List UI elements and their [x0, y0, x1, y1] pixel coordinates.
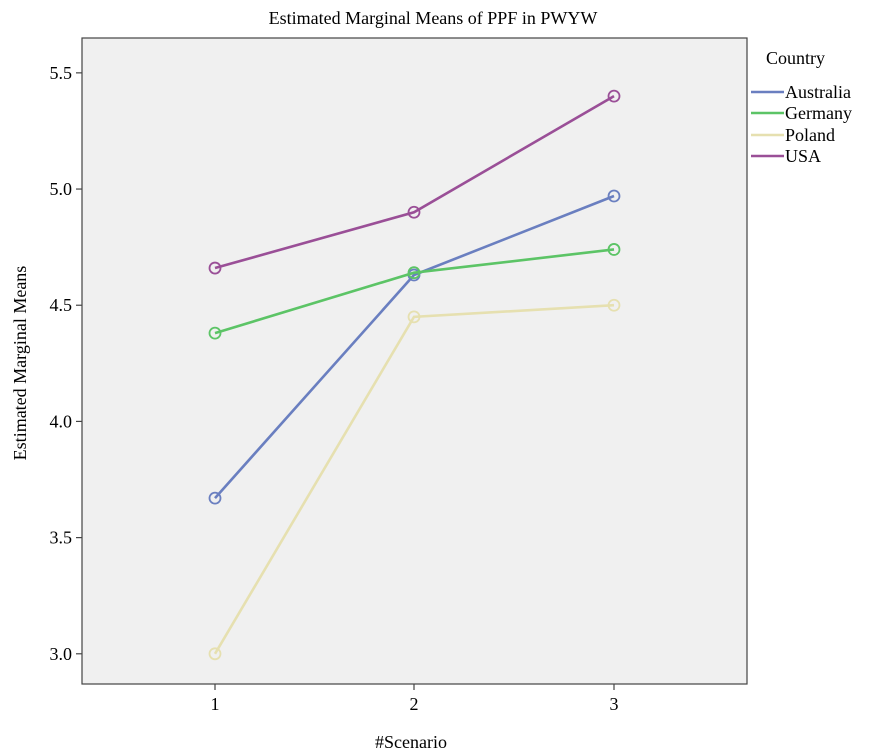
series-line-usa [214, 94, 615, 270]
y-axis: 3.0 3.5 4.0 4.5 5.0 5.5 [50, 63, 82, 664]
series-line-germany [214, 248, 615, 335]
y-tick-label: 4.0 [50, 411, 73, 431]
y-tick-label: 4.5 [50, 295, 73, 315]
data-point-germany [607, 243, 621, 256]
data-point-australia [208, 491, 222, 505]
legend-label: Australia [785, 82, 851, 102]
data-point-usa [208, 261, 222, 275]
x-tick-label: 2 [410, 694, 419, 714]
chart-title: Estimated Marginal Means of PPF in PWYW [269, 8, 598, 28]
series-line-australia [214, 194, 615, 499]
x-tick-label: 3 [610, 694, 619, 714]
plot-area [81, 37, 748, 685]
data-point-poland [607, 298, 621, 312]
data-point-poland [407, 310, 421, 324]
data-point-germany [208, 326, 222, 340]
series-line-poland [213, 303, 615, 655]
y-axis-label: Estimated Marginal Means [10, 266, 30, 461]
data-point-poland [208, 647, 222, 661]
data-point-usa [607, 89, 621, 103]
data-point-australia [607, 189, 621, 203]
data-point-germany [407, 266, 421, 280]
y-tick-label: 3.0 [50, 644, 73, 664]
y-tick-label: 5.5 [50, 63, 73, 83]
legend-title: Country [766, 48, 825, 68]
legend-label: Germany [785, 103, 852, 123]
y-tick-label: 5.0 [50, 179, 73, 199]
x-axis: 1 2 3 [211, 684, 619, 714]
x-tick-label: 1 [211, 694, 220, 714]
legend-label: USA [785, 146, 821, 166]
y-tick-label: 3.5 [50, 528, 73, 548]
data-point-usa [407, 205, 421, 219]
legend-label: Poland [785, 125, 835, 145]
x-axis-label: #Scenario [375, 732, 447, 752]
series-group [208, 89, 621, 661]
